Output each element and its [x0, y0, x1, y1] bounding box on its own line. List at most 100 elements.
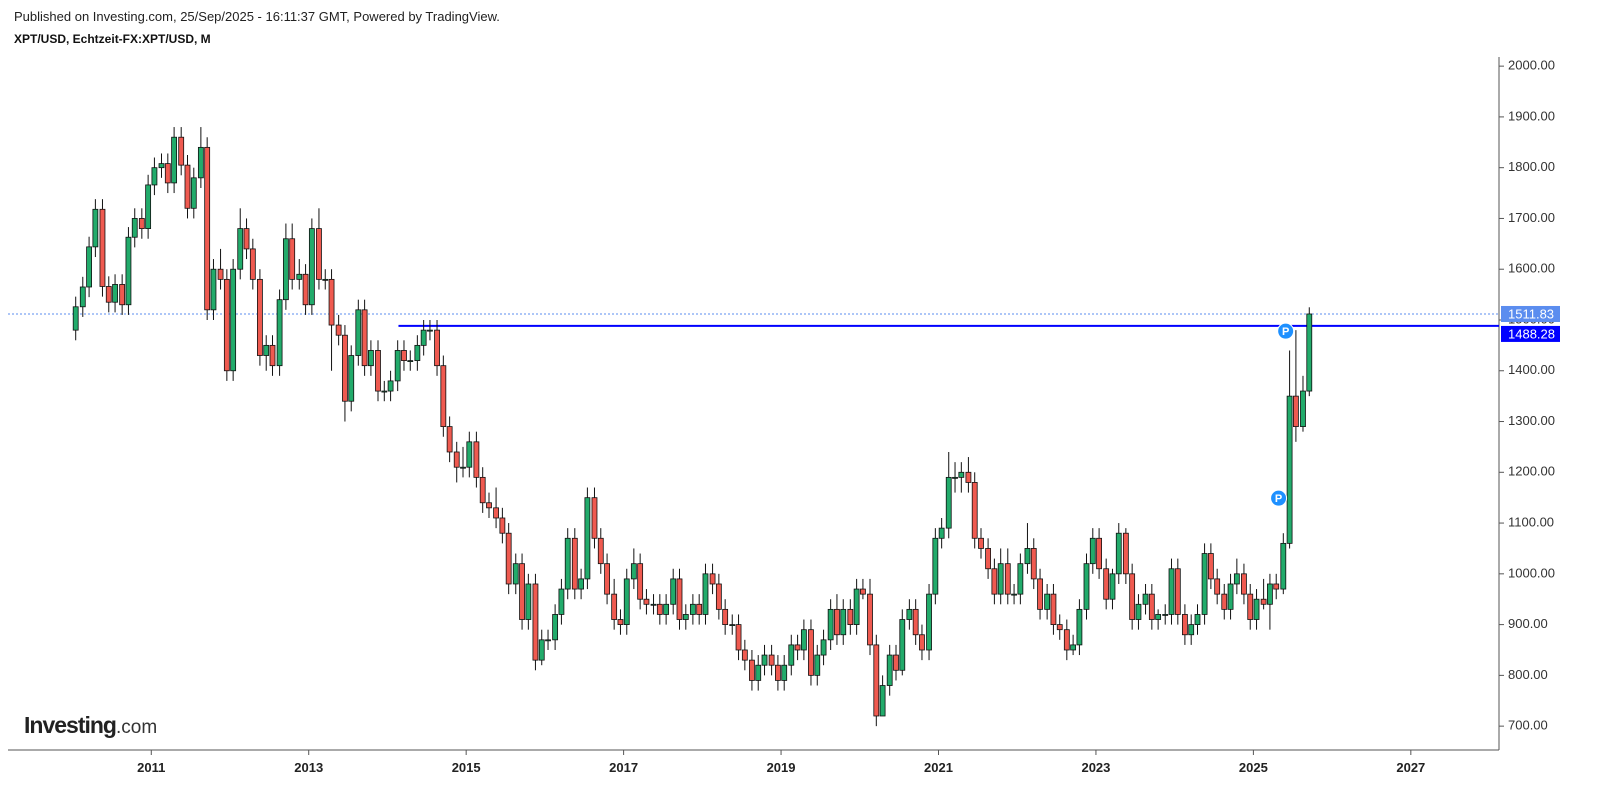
candle-body-up [932, 537, 939, 595]
candle-body-up [1280, 542, 1287, 590]
candle-body-down [893, 654, 899, 671]
candle-body-down [1037, 578, 1043, 610]
candle-body-down [741, 649, 748, 661]
candle-body-up [394, 350, 401, 382]
candle-body-down [1063, 629, 1070, 651]
y-tick-label: 800.00 [1508, 667, 1548, 682]
candle-body-down [656, 603, 663, 615]
candle-body-down [715, 583, 722, 610]
candle-body-up [820, 639, 827, 656]
candle-body-down [493, 507, 499, 519]
candle-body-up [814, 654, 821, 676]
candle-body-down [532, 583, 539, 661]
x-tick-label: 2019 [767, 760, 796, 775]
candle-body-up [1115, 532, 1122, 575]
candle-body-up [1194, 614, 1201, 626]
candle-body-down [1273, 583, 1280, 590]
candle-body-up [368, 350, 374, 367]
candle-body-down [991, 568, 998, 595]
y-tick-label: 1200.00 [1508, 464, 1555, 479]
candle-body-up [827, 608, 834, 641]
y-tick-label: 1400.00 [1508, 362, 1555, 377]
candle-body-up [958, 471, 965, 478]
marker-dot [1270, 489, 1288, 507]
candle-body-down [1050, 593, 1057, 626]
logo-brand: Investing [24, 712, 116, 738]
candle-body-up [276, 299, 283, 367]
marker-label: P [1275, 493, 1282, 505]
x-tick-label: 2021 [924, 760, 953, 775]
candle-body-up [1070, 644, 1077, 651]
candle-body-up [414, 344, 421, 362]
candle-body-down [597, 537, 604, 565]
candle-body-up [92, 208, 99, 248]
candle-body-down [571, 537, 578, 590]
y-tick-label: 700.00 [1508, 718, 1548, 733]
level-box [1501, 325, 1560, 342]
candle-body-down [257, 278, 263, 356]
candle-body-down [505, 532, 512, 585]
candle-body-down [499, 517, 506, 534]
candle-body-up [853, 588, 860, 625]
candle-body-up [237, 228, 244, 270]
candle-body-down [794, 644, 801, 651]
candle-body-down [847, 608, 854, 625]
y-tick-label: 1300.00 [1508, 413, 1555, 428]
candle-body-down [105, 286, 112, 303]
marker-label: P [1282, 326, 1289, 338]
candle-body-up [355, 309, 362, 356]
candle-body-down [138, 218, 145, 229]
candle-body-up [1286, 395, 1293, 544]
candle-body-down [243, 228, 250, 250]
candle-body-up [512, 563, 519, 585]
candle-body-up [682, 614, 689, 620]
candle-body-down [749, 659, 755, 681]
candle-body-up [210, 268, 217, 311]
candle-body-down [453, 451, 460, 468]
level-label: 1488.28 [1508, 326, 1555, 341]
candle-body-up [427, 329, 433, 332]
candle-body-up [906, 608, 913, 620]
candle-body-up [926, 593, 932, 651]
candle-body-up [1300, 390, 1306, 427]
candle-body-down [867, 593, 873, 646]
candle-body-up [663, 603, 670, 615]
marker-dot [1277, 322, 1295, 340]
candle-body-up [131, 218, 138, 238]
candle-body-up [296, 273, 303, 280]
candle-body-down [434, 329, 440, 367]
candle-body-down [1181, 614, 1188, 636]
candle-body-up [1233, 573, 1240, 585]
candle-body-down [775, 664, 781, 681]
candle-body-up [1024, 548, 1031, 565]
candle-body-up [1155, 614, 1162, 620]
candle-body-up [623, 578, 630, 626]
candle-body-up [263, 344, 270, 356]
candle-body-down [617, 619, 624, 625]
candle-body-up [886, 654, 893, 686]
candle-body-up [1267, 583, 1273, 605]
candle-body-down [479, 476, 486, 504]
y-tick-label: 1700.00 [1508, 210, 1555, 225]
candle-body-up [460, 466, 466, 469]
candle-body-up [158, 163, 165, 169]
candle-body-up [788, 644, 795, 666]
candle-body-down [971, 482, 978, 539]
candle-body-down [643, 598, 650, 605]
candle-body-up [1162, 614, 1169, 616]
candle-body-up [322, 278, 329, 281]
candle-body-down [401, 350, 407, 362]
candle-body-up [190, 177, 197, 209]
candle-body-up [1188, 624, 1195, 636]
candle-body-down [709, 573, 716, 585]
candle-body-up [755, 664, 762, 681]
candle-body-down [611, 593, 618, 620]
candle-body-up [145, 184, 152, 229]
candle-body-down [269, 344, 276, 367]
candle-body-up [761, 654, 768, 666]
candle-body-up [1135, 603, 1142, 620]
candle-body-down [342, 334, 348, 402]
candle-body-up [938, 527, 945, 539]
candle-body-down [119, 284, 126, 306]
